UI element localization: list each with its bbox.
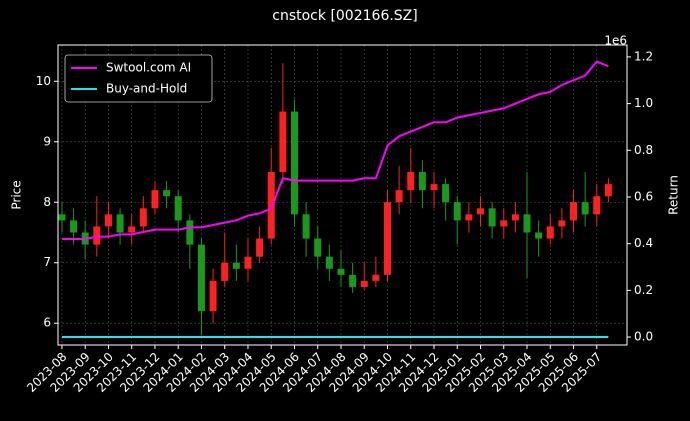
candle-body <box>70 220 78 233</box>
candle-body <box>116 214 124 233</box>
candle-body <box>395 190 403 203</box>
candle-body <box>314 238 322 257</box>
legend: Swtool.com AI Buy-and-Hold <box>64 54 213 103</box>
y-axis-label: Price <box>10 180 24 209</box>
candle-body <box>593 196 601 215</box>
candle-body <box>511 214 519 221</box>
candle-body <box>360 280 368 287</box>
y2-tick-label: 1.2 <box>634 49 653 63</box>
candle-body <box>302 214 310 239</box>
candle-body <box>535 232 543 239</box>
candle-body <box>186 220 194 245</box>
y-tick-label: 8 <box>43 195 51 209</box>
candle-body <box>93 226 101 245</box>
candle-body <box>221 262 229 281</box>
candle-body <box>244 256 252 269</box>
candle-body <box>523 214 531 233</box>
candle-body <box>581 202 589 215</box>
candle-body <box>209 280 217 312</box>
candle-body <box>290 111 298 215</box>
candle-body <box>477 208 484 215</box>
candle-body <box>500 220 508 227</box>
candle-body <box>349 274 357 287</box>
y-tick-label: 6 <box>43 316 51 330</box>
y-tick-label: 10 <box>36 74 51 88</box>
candle-body <box>418 172 426 191</box>
legend-label: Swtool.com AI <box>106 61 191 75</box>
candle-body <box>325 256 333 269</box>
candle-body <box>58 214 66 221</box>
plot-frame <box>57 44 628 346</box>
y2-tick-label: 0.6 <box>634 189 653 203</box>
y-tick-label: 7 <box>43 255 51 269</box>
candle-body <box>465 214 473 221</box>
candle-body <box>430 184 438 191</box>
candle-body <box>407 172 415 191</box>
y2-tick-label: 0.8 <box>634 143 653 157</box>
candle-body <box>372 274 380 281</box>
candle-body <box>128 226 136 233</box>
y2-tick-label: 0.4 <box>634 236 653 250</box>
candle-body <box>139 208 147 227</box>
candle-body <box>232 262 240 269</box>
candle-body <box>558 220 566 227</box>
candle-body <box>453 202 461 221</box>
y2-tick-label: 1.0 <box>634 96 653 110</box>
y2-axis-label: Return <box>667 175 681 215</box>
candle-body <box>384 202 391 275</box>
candle-body <box>174 196 182 221</box>
candle-body <box>267 172 275 239</box>
y2-tick-label: 0.2 <box>634 283 653 297</box>
candle-body <box>604 184 612 197</box>
candle-body <box>256 238 264 257</box>
chart-title: cnstock [002166.SZ] <box>272 8 417 24</box>
candle-body <box>197 244 205 312</box>
legend-label: Buy-and-Hold <box>106 82 187 96</box>
candle-body <box>488 208 496 227</box>
candle-body <box>104 214 112 227</box>
candle-body <box>337 268 345 275</box>
y-tick-label: 9 <box>43 134 51 148</box>
series-line <box>61 60 609 241</box>
candle-body <box>151 190 159 209</box>
candle-body <box>570 202 578 221</box>
legend-box <box>64 54 213 103</box>
y2-tick-label: 0.0 <box>634 330 653 344</box>
y2-offset-label: 1e6 <box>604 34 627 48</box>
candle-body <box>546 226 554 239</box>
candle-body <box>163 190 171 197</box>
candle-body <box>279 111 287 173</box>
candle-body <box>442 184 450 203</box>
